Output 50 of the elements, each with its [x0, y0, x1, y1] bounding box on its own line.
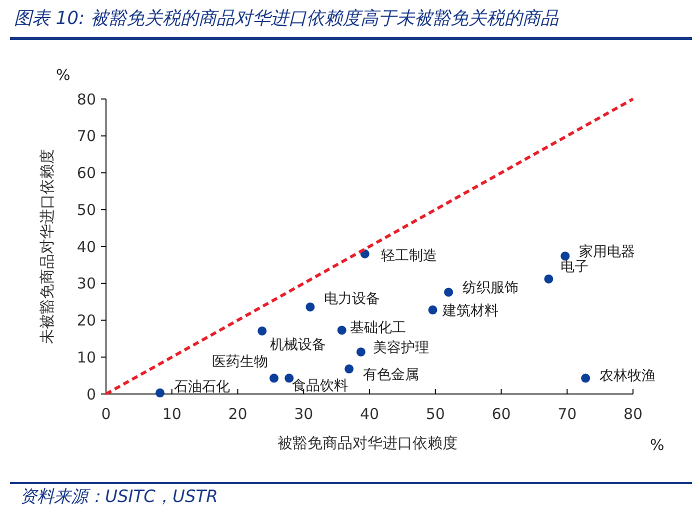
point — [581, 374, 590, 383]
annotation: 轻工制造 — [380, 248, 437, 264]
point — [284, 374, 294, 383]
annotation: 家用电器 — [579, 244, 636, 260]
annotation: 机械设备 — [270, 336, 326, 353]
point — [544, 274, 554, 284]
point — [306, 302, 315, 312]
x-tick-label: 20 — [228, 405, 248, 423]
y-tick-label: 50 — [76, 200, 96, 219]
annotation: 电力设备 — [324, 290, 380, 307]
annotation: 石油石化 — [174, 378, 230, 395]
point — [428, 305, 438, 314]
annotation: 有色金属 — [363, 366, 420, 383]
point — [344, 364, 354, 374]
annotation: 美容护理 — [372, 340, 429, 356]
x-axis-title: 被豁免商品对华进口依赖度 — [278, 434, 458, 452]
point — [444, 288, 454, 297]
x-tick-label: 10 — [162, 405, 182, 423]
y-tick-label: 20 — [76, 312, 96, 330]
x-tick-label: 0 — [101, 405, 111, 423]
text: 资料来源：USITC，USTR — [20, 487, 218, 507]
y-tick-label: 40 — [76, 238, 96, 256]
y-tick-label: 80 — [76, 90, 96, 108]
annotation: 电子 — [560, 258, 589, 275]
y-tick-label: 70 — [76, 127, 96, 146]
x-tick-label: 50 — [426, 405, 445, 423]
x-tick-label: 30 — [294, 405, 314, 423]
text: % — [56, 66, 70, 84]
text: % — [650, 436, 664, 454]
chart-title: 图表 10: 被豁免关税的商品对华进口依赖度高于未被豁免关税的商品 — [14, 8, 560, 29]
y-tick-label: 60 — [76, 164, 96, 182]
annotation: 建筑材料 — [442, 302, 499, 319]
y-axis-title: 未被豁免商品对华进口依赖度 — [38, 149, 56, 344]
point — [356, 347, 366, 356]
y-tick-label: 30 — [76, 274, 96, 293]
x-tick-label: 60 — [492, 405, 511, 423]
y-tick-label: 0 — [86, 385, 96, 404]
annotation: 纺织服饰 — [462, 280, 519, 296]
x-tick-label: 70 — [558, 405, 577, 423]
y-tick-label: 10 — [76, 348, 96, 366]
point — [156, 388, 165, 398]
annotation: 基础化工 — [350, 320, 406, 336]
point — [337, 326, 346, 335]
x-tick-label: 80 — [623, 405, 643, 423]
x-tick-label: 40 — [360, 405, 380, 423]
point — [258, 326, 267, 336]
annotation: 农林牧渔 — [600, 368, 656, 384]
annotation: 食品饮料 — [292, 378, 348, 394]
annotation: 医药生物 — [212, 354, 268, 370]
point — [269, 374, 278, 383]
